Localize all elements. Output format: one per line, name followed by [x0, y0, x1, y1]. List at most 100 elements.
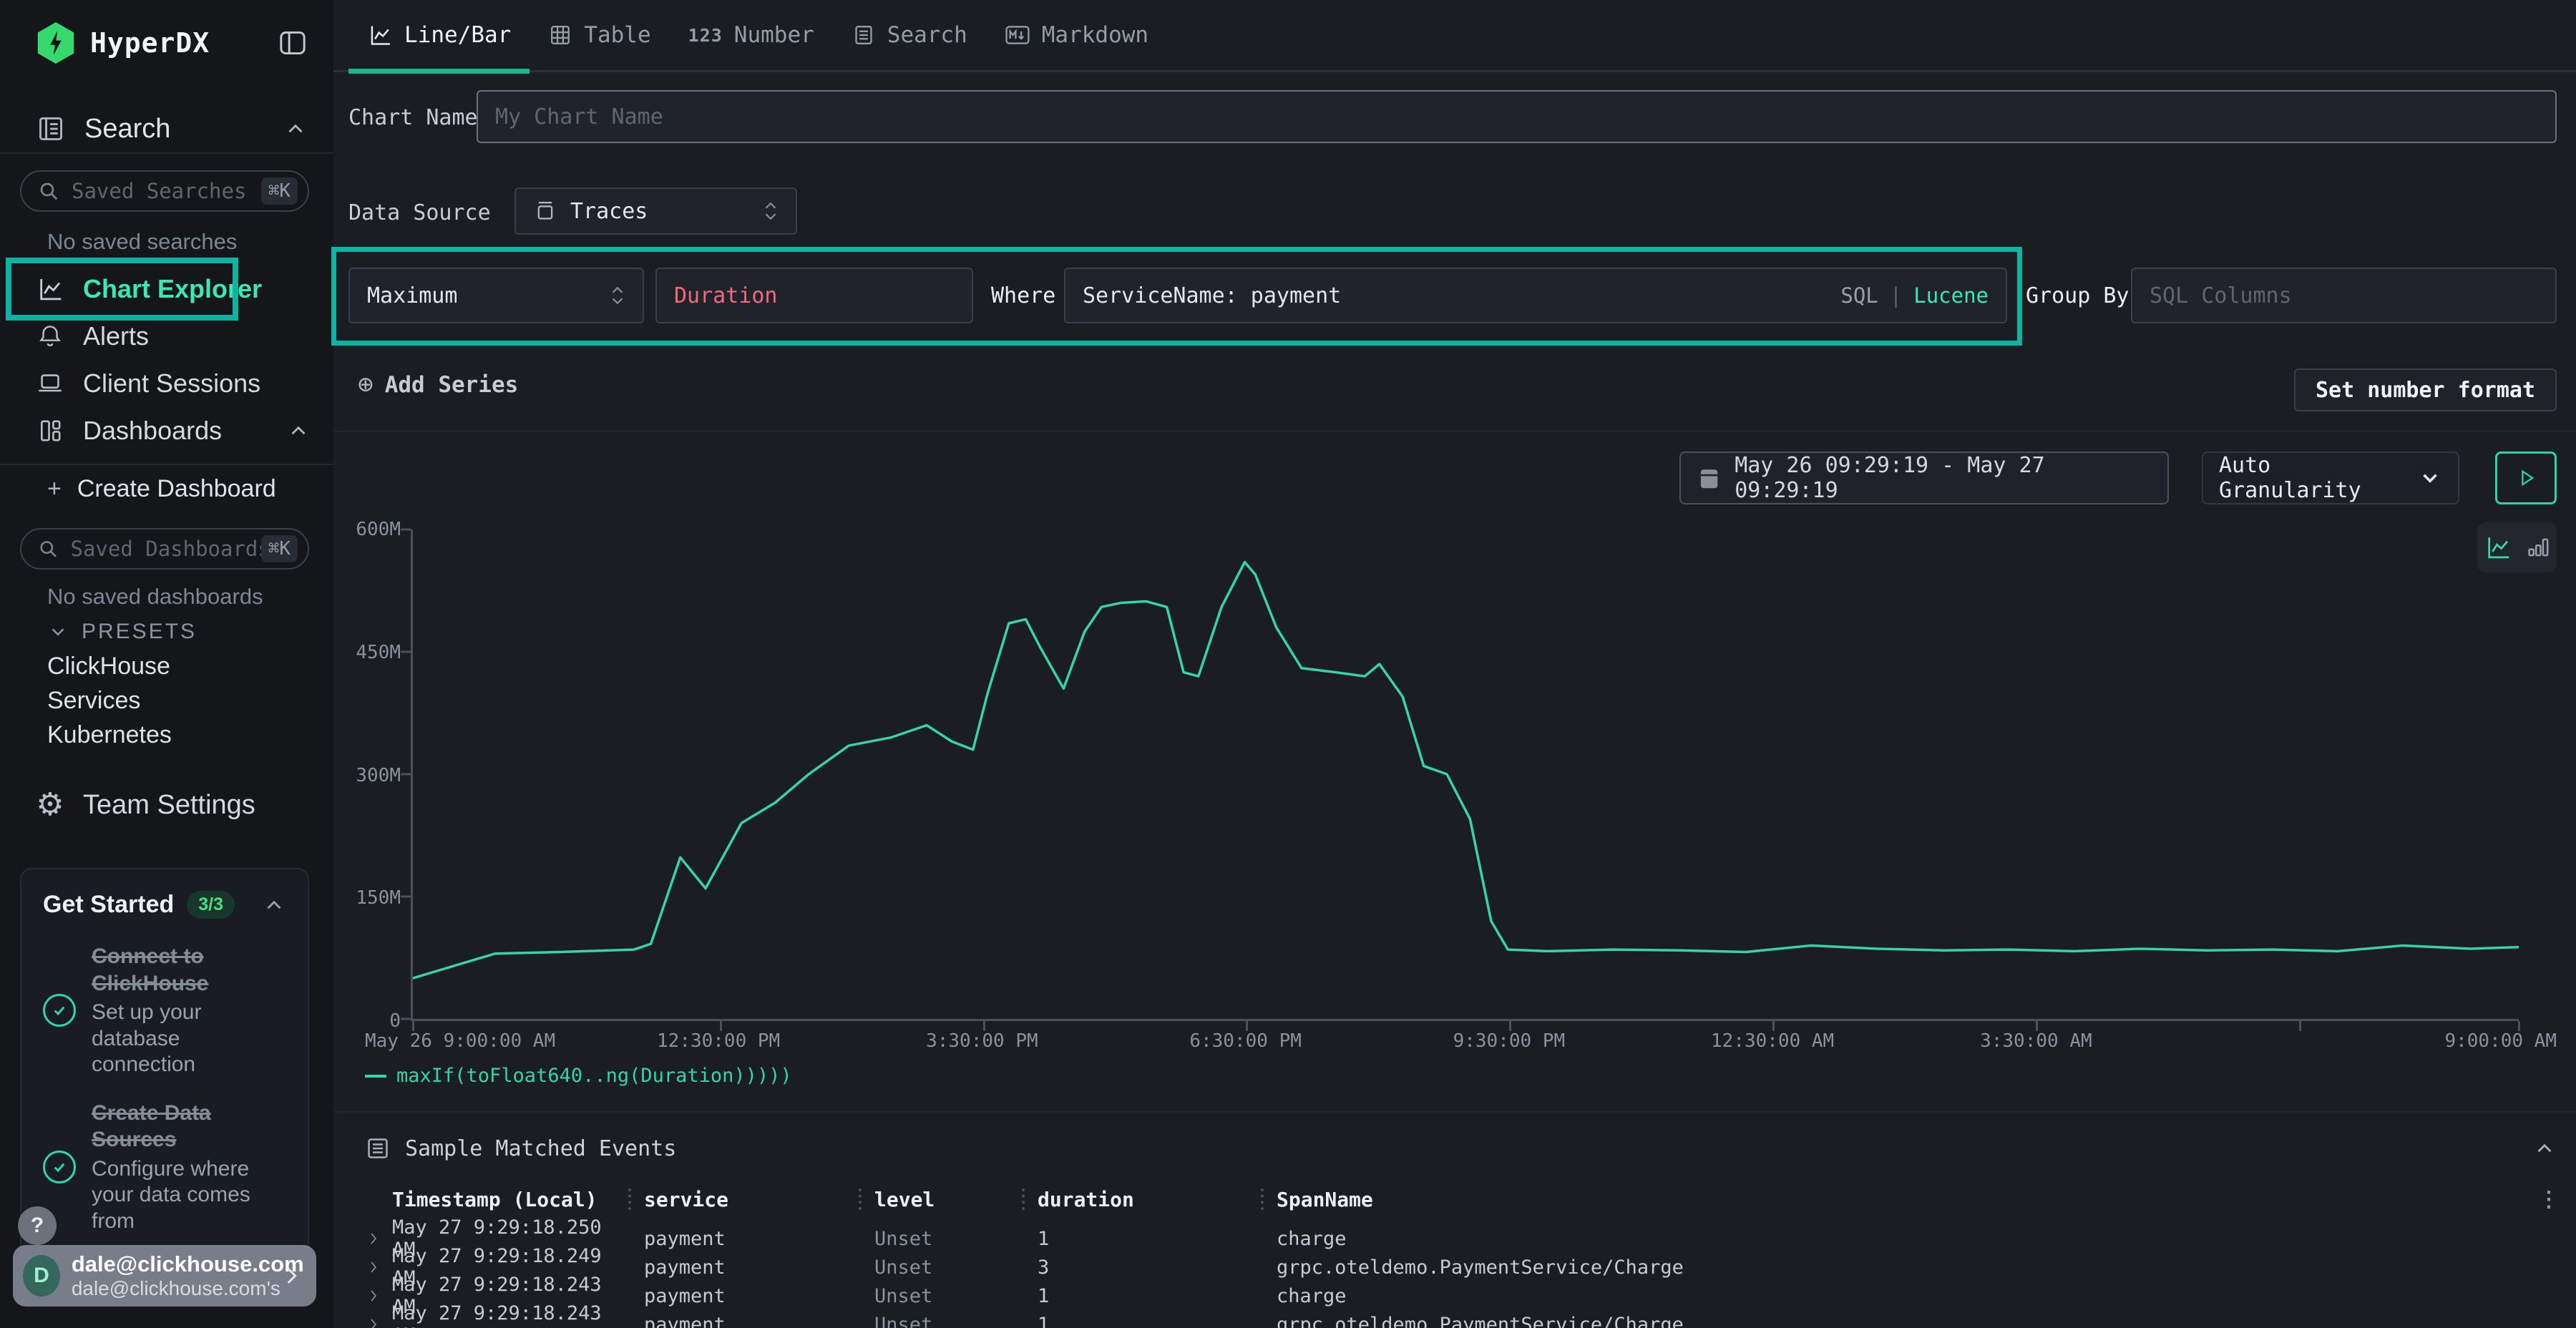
- chart-name-input[interactable]: [477, 90, 2557, 143]
- lucene-toggle[interactable]: Lucene: [1913, 283, 1989, 308]
- where-search-input[interactable]: ServiceName: payment SQL | Lucene: [1064, 268, 2007, 323]
- tab-number[interactable]: 123 Number: [670, 0, 833, 72]
- expand-row-icon[interactable]: [365, 1230, 392, 1247]
- col-duration[interactable]: duration: [1038, 1188, 1261, 1211]
- sidebar-item-alerts[interactable]: Alerts: [0, 313, 333, 360]
- tab-line-bar[interactable]: Line/Bar: [348, 0, 530, 72]
- saved-dashboards-input[interactable]: Saved Dashboards ⌘K: [20, 528, 309, 570]
- granularity-select[interactable]: Auto Granularity: [2202, 451, 2459, 504]
- column-resize-handle[interactable]: [628, 1188, 631, 1210]
- tab-table[interactable]: Table: [530, 0, 669, 72]
- col-timestamp[interactable]: Timestamp (Local): [392, 1188, 628, 1211]
- chart-plot[interactable]: [411, 529, 2519, 1021]
- plus-circle-icon: ⊕: [358, 372, 374, 398]
- search-icon: [37, 537, 59, 560]
- date-range-picker[interactable]: May 26 09:29:19 - May 27 09:29:19: [1679, 451, 2169, 504]
- tab-search[interactable]: Search: [833, 0, 986, 72]
- group-by-input[interactable]: [2131, 268, 2557, 323]
- aggregation-select[interactable]: Maximum: [348, 268, 644, 323]
- preset-services[interactable]: Services: [47, 687, 140, 715]
- divider: [333, 431, 2576, 432]
- y-tick-label: 600M: [356, 519, 401, 540]
- col-service[interactable]: service: [644, 1188, 859, 1211]
- x-tick-label: 9:00:00 AM: [2444, 1030, 2557, 1052]
- get-started-item[interactable]: Create Data Sources Configure where your…: [43, 1100, 286, 1235]
- tab-markdown[interactable]: Markdown: [986, 0, 1167, 72]
- gear-icon: ⚙: [36, 789, 64, 821]
- add-series-button[interactable]: ⊕ Add Series: [358, 372, 518, 398]
- y-axis: 0150M300M450M600M: [333, 529, 401, 1021]
- sidebar-item-team-settings[interactable]: ⚙ Team Settings: [0, 781, 333, 829]
- expand-row-icon[interactable]: [365, 1287, 392, 1304]
- x-tick-label: 3:30:00 AM: [1980, 1030, 2092, 1052]
- chevron-up-icon[interactable]: [262, 893, 286, 917]
- select-updown-icon: [763, 201, 779, 221]
- logo-row: HyperDX: [0, 20, 333, 66]
- sidebar-item-label: Client Sessions: [83, 368, 260, 399]
- chevron-up-icon[interactable]: [283, 117, 308, 141]
- sidebar-item-chart-explorer[interactable]: Chart Explorer: [0, 265, 333, 313]
- group-by-native-input[interactable]: [2150, 283, 2538, 308]
- column-resize-handle[interactable]: [859, 1188, 862, 1210]
- chart-name-native-input[interactable]: [495, 104, 2538, 130]
- presets-header[interactable]: PRESETS: [47, 620, 197, 644]
- user-menu[interactable]: D dale@clickhouse.com dale@clickhouse.co…: [13, 1245, 316, 1307]
- sidebar-item-dashboards[interactable]: Dashboards: [0, 407, 333, 454]
- where-label: Where: [991, 283, 1055, 308]
- x-tick-label: 12:30:00 AM: [1711, 1030, 1834, 1052]
- expand-row-icon[interactable]: [365, 1316, 392, 1328]
- data-source-select[interactable]: Traces: [514, 187, 797, 235]
- column-resize-handle[interactable]: [1261, 1188, 1264, 1210]
- y-tick-label: 300M: [356, 765, 401, 786]
- chart-line-icon: [36, 275, 64, 303]
- check-circle-icon: [43, 994, 76, 1027]
- sample-events-header[interactable]: Sample Matched Events: [365, 1131, 2557, 1166]
- field-value: Duration: [674, 283, 778, 308]
- preset-kubernetes[interactable]: Kubernetes: [47, 721, 172, 749]
- chevron-up-icon[interactable]: [2532, 1136, 2557, 1161]
- events-table: Timestamp (Local) service level duration…: [365, 1182, 2565, 1328]
- y-tick-label: 0: [389, 1010, 401, 1032]
- saved-searches-placeholder: Saved Searches: [72, 179, 246, 203]
- app-title: HyperDX: [90, 27, 210, 59]
- table-menu-icon[interactable]: ⋮: [2538, 1187, 2560, 1212]
- help-button[interactable]: ?: [18, 1206, 57, 1245]
- get-started-progress-badge: 3/3: [187, 891, 235, 919]
- collapse-sidebar-icon[interactable]: [278, 28, 308, 58]
- bell-icon: [36, 323, 64, 350]
- chart-legend: maxIf(toFloat640..ng(Duration))))): [365, 1065, 792, 1087]
- chevron-right-icon: [279, 1264, 303, 1288]
- col-spanname[interactable]: SpanName: [1277, 1188, 2533, 1211]
- get-started-item[interactable]: Connect to ClickHouse Set up your databa…: [43, 943, 286, 1078]
- granularity-value: Auto Granularity: [2219, 453, 2418, 503]
- table-row[interactable]: May 27 9:29:18.250 AM payment Unset 1 ch…: [365, 1216, 2565, 1245]
- expand-row-icon[interactable]: [365, 1259, 392, 1276]
- preset-clickhouse[interactable]: ClickHouse: [47, 653, 170, 680]
- sidebar-section-search[interactable]: Search: [0, 107, 333, 150]
- no-saved-dashboards-text: No saved dashboards: [47, 584, 263, 610]
- get-started-card: Get Started 3/3 Connect to ClickHouse Se…: [20, 868, 309, 1258]
- y-tick-label: 450M: [356, 642, 401, 663]
- field-input[interactable]: Duration: [655, 268, 973, 323]
- sidebar-item-client-sessions[interactable]: Client Sessions: [0, 360, 333, 407]
- run-query-button[interactable]: [2495, 451, 2557, 504]
- set-number-format-button[interactable]: Set number format: [2294, 368, 2557, 411]
- column-resize-handle[interactable]: [1022, 1188, 1025, 1210]
- sidebar-item-label: Chart Explorer: [83, 274, 262, 304]
- data-source-value: Traces: [570, 199, 648, 224]
- col-level[interactable]: level: [874, 1188, 1022, 1211]
- create-dashboard-button[interactable]: + Create Dashboard: [47, 475, 276, 503]
- chart-name-label: Chart Name: [348, 105, 478, 130]
- bar-chart-icon: [2525, 534, 2551, 560]
- user-subtext: dale@clickhouse.com's: [72, 1277, 279, 1300]
- saved-searches-input[interactable]: Saved Searches ⌘K: [20, 170, 309, 212]
- search-list-icon: [852, 23, 876, 47]
- sql-toggle[interactable]: SQL: [1840, 283, 1878, 308]
- laptop-icon: [36, 369, 64, 398]
- number-123-icon: 123: [688, 25, 723, 46]
- get-started-title: Get Started: [43, 891, 174, 919]
- no-saved-searches-text: No saved searches: [47, 229, 237, 255]
- x-tick-label: 12:30:00 PM: [657, 1030, 780, 1052]
- chevron-up-icon[interactable]: [286, 419, 311, 443]
- y-tick-label: 150M: [356, 887, 401, 909]
